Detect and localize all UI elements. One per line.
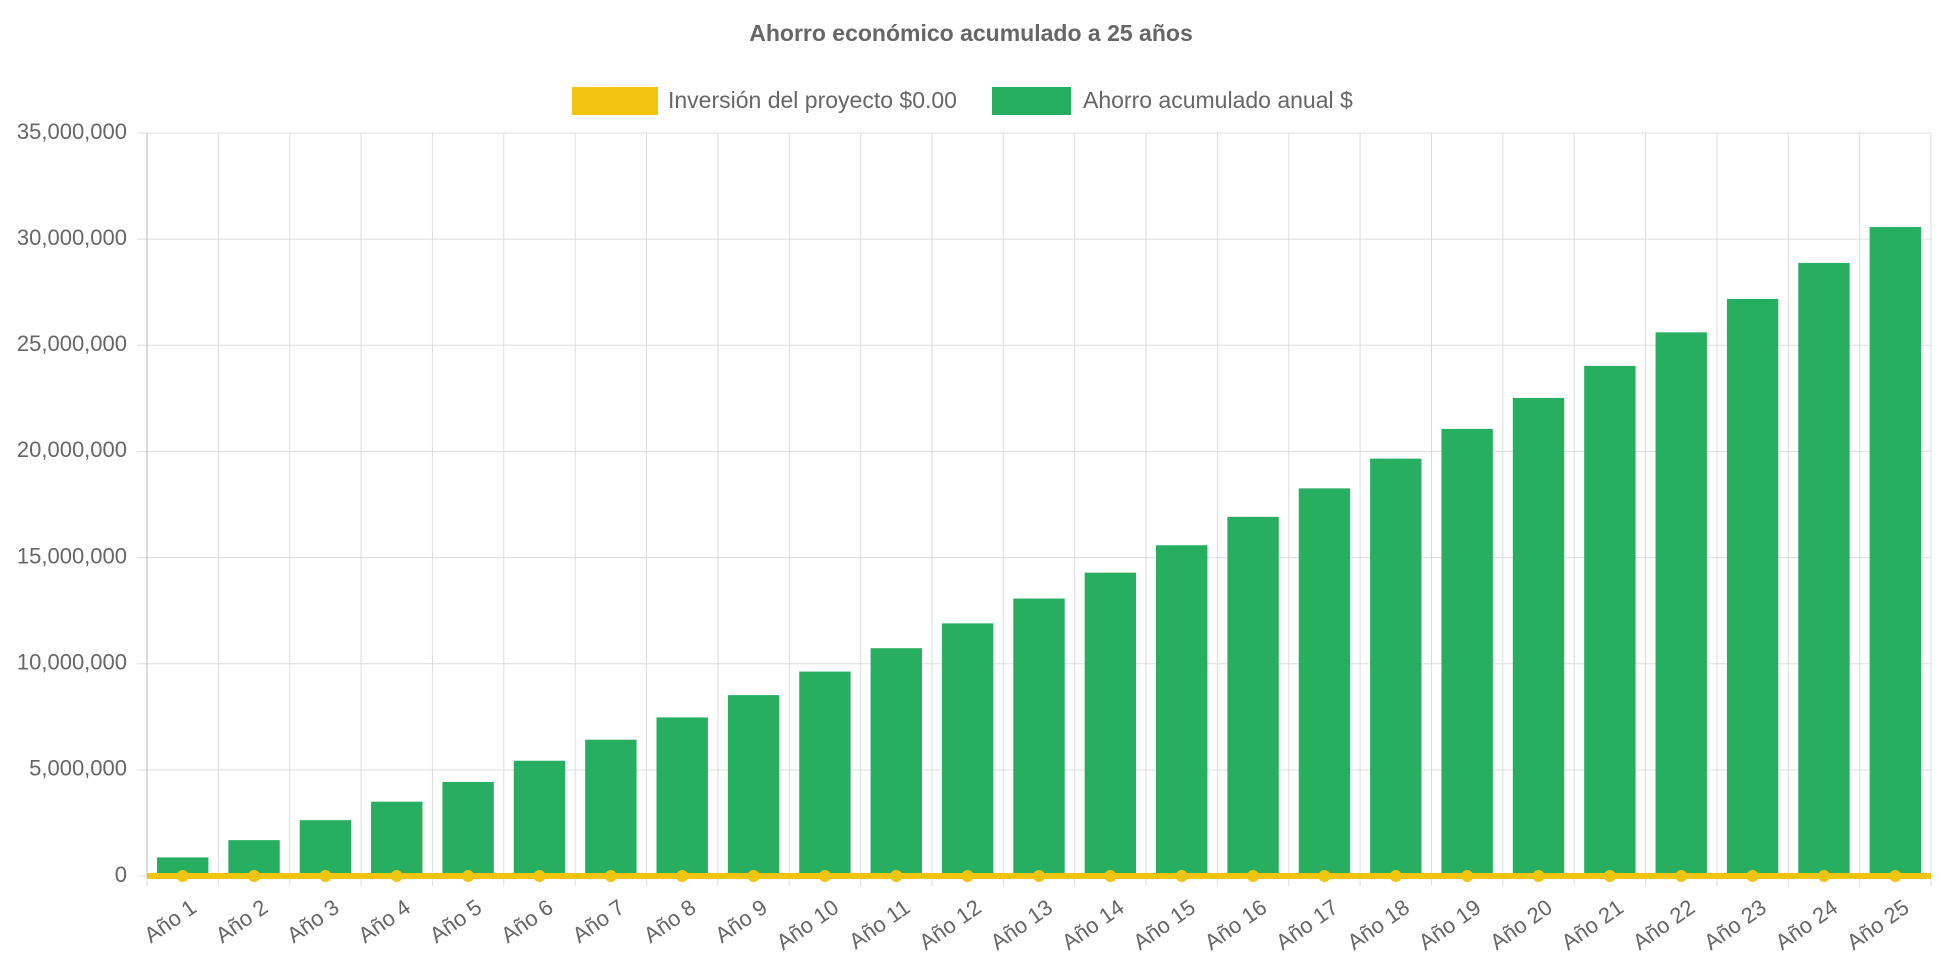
chart-title: Ahorro económico acumulado a 25 años [749,20,1193,46]
x-tick-label: Año 22 [1628,894,1699,954]
bar [1726,299,1779,876]
line-point [1675,870,1688,882]
line-point [533,870,546,882]
bar [1013,598,1065,876]
bar [1084,572,1137,876]
x-tick-label: Año 16 [1200,894,1271,954]
x-tick-label: Año 11 [844,894,914,954]
y-tick-label: 0 [115,862,127,887]
bar [1584,365,1636,876]
legend-label: Ahorro acumulado anual $ [1083,87,1353,113]
line-point [1104,870,1117,882]
line-point [1175,870,1188,882]
bar [727,695,780,876]
y-tick-label: 25,000,000 [17,331,127,356]
y-tick-label: 30,000,000 [17,225,127,250]
bar [513,760,566,876]
x-tick-label: Año 8 [639,894,700,947]
x-tick-label: Año 14 [1057,894,1128,954]
line-point [961,870,974,882]
line-point [1817,870,1830,882]
legend-label: Inversión del proyecto $0.00 [668,87,957,113]
bar [585,739,637,876]
bar [1655,332,1707,876]
bar [1370,458,1422,876]
x-tick-label: Año 3 [282,894,343,947]
line-point [1389,870,1402,882]
bar [442,781,494,876]
line-point [462,870,475,882]
line-point [1318,870,1331,882]
x-tick-label: Año 9 [710,894,771,947]
line-point [1461,870,1474,882]
y-tick-label: 15,000,000 [17,543,127,568]
line-point [747,870,760,882]
bar [371,801,423,876]
bar [656,717,708,876]
x-tick-label: Año 18 [1343,894,1414,954]
y-tick-label: 20,000,000 [17,437,127,462]
line-point [1247,870,1260,882]
line-point [1033,870,1045,882]
bar [870,648,922,876]
line-point [676,870,689,882]
x-tick-label: Año 19 [1414,894,1485,954]
x-tick-label: Año 21 [1557,894,1628,954]
bar [156,857,209,876]
line-point [1532,870,1545,882]
line-point [1603,870,1616,882]
bar [1512,397,1565,876]
x-tick-label: Año 10 [772,894,843,954]
bar [1298,488,1351,876]
line-point [248,870,261,882]
bar [1227,516,1279,876]
bar [1869,227,1922,876]
x-tick-label: Año 20 [1485,894,1556,954]
x-tick-label: Año 25 [1842,894,1913,954]
line-point [890,870,903,882]
y-tick-label: 10,000,000 [17,650,127,675]
bar [1798,262,1850,877]
x-tick-label: Año 24 [1771,894,1842,954]
x-tick-label: Año 4 [354,894,415,947]
line-point [818,870,831,882]
x-tick-label: Año 5 [425,894,486,947]
line-point [390,870,403,882]
bar [799,671,851,876]
x-tick-label: Año 2 [211,894,272,947]
line-point [176,870,189,882]
x-tick-label: Año 17 [1271,894,1342,954]
line-point [604,870,617,882]
bar [941,623,994,876]
x-tick-label: Año 13 [986,894,1057,954]
bar [1156,545,1208,876]
y-tick-label: 35,000,000 [17,119,127,144]
x-tick-label: Año 23 [1699,894,1770,954]
x-tick-label: Año 15 [1128,894,1199,954]
bar [1441,428,1493,876]
line-point [1889,870,1902,882]
x-tick-label: Año 7 [568,894,629,947]
x-tick-label: Año 1 [139,894,200,947]
legend-swatch [992,87,1071,115]
legend-swatch [572,87,658,115]
bar [299,820,352,876]
x-tick-label: Año 12 [914,894,985,954]
line-point [1746,870,1759,882]
y-tick-label: 5,000,000 [29,756,127,781]
x-tick-label: Año 6 [496,894,557,947]
line-point [319,870,332,882]
